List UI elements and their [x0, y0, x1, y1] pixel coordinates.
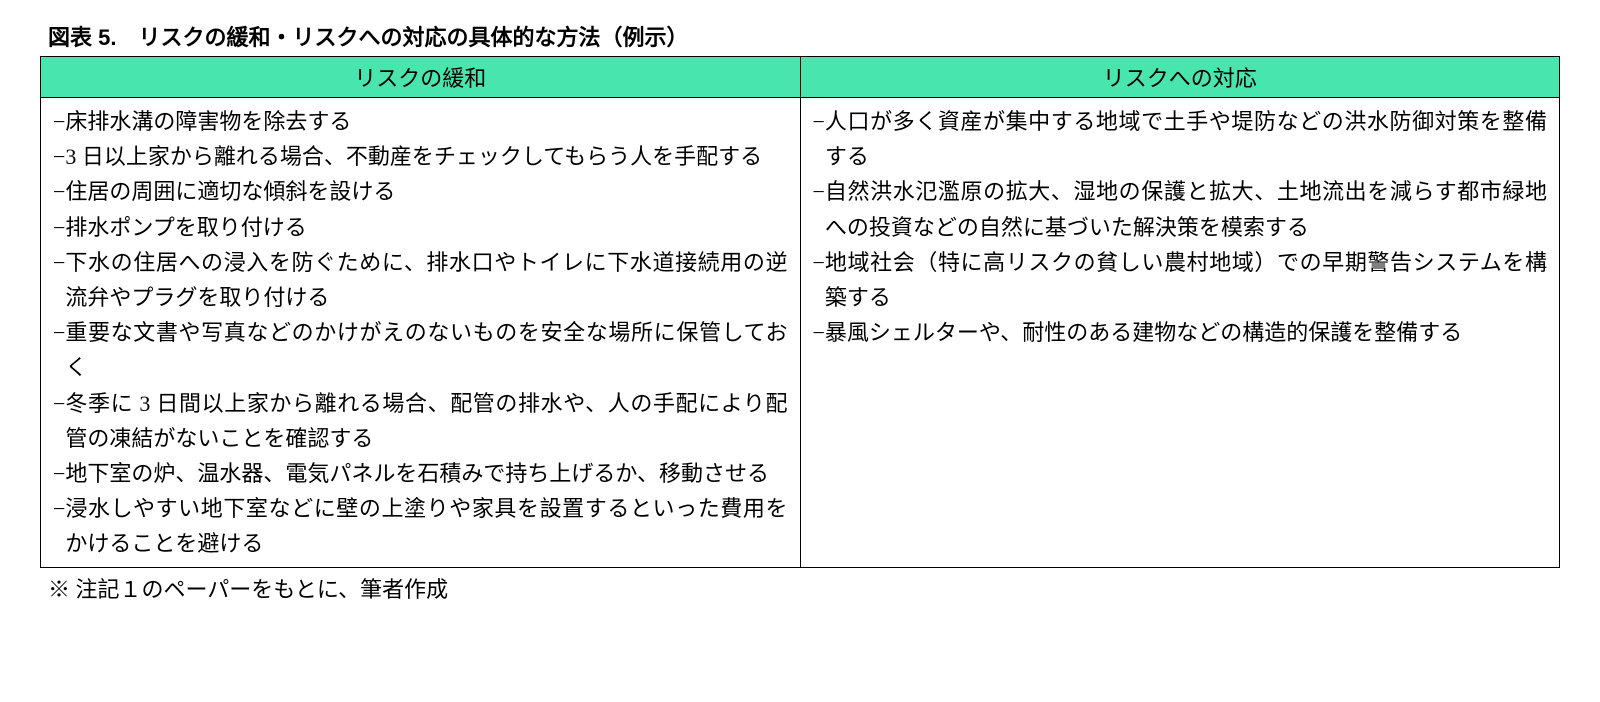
list-item: −住居の周囲に適切な傾斜を設ける [53, 174, 788, 209]
list-item-text: 浸水しやすい地下室などに壁の上塗りや家具を設置するといった費用をかけることを避け… [65, 491, 787, 561]
list-item-text: 地域社会（特に高リスクの貧しい農村地域）での早期警告システムを構築する [825, 245, 1547, 315]
list-item-text: 排水ポンプを取り付ける [65, 210, 306, 245]
column-header-response: リスクへの対応 [800, 57, 1560, 98]
list-item: −人口が多く資産が集中する地域で土手や堤防などの洪水防御対策を整備する [813, 104, 1548, 174]
list-item-text: 冬季に 3 日間以上家から離れる場合、配管の排水や、人の手配により配管の凍結がな… [65, 386, 787, 456]
list-item: −重要な文書や写真などのかけがえのないものを安全な場所に保管しておく [53, 315, 788, 385]
dash-icon: − [53, 315, 65, 350]
list-item: −3 日以上家から離れる場合、不動産をチェックしてもらう人を手配する [53, 139, 788, 174]
list-item: −冬季に 3 日間以上家から離れる場合、配管の排水や、人の手配により配管の凍結が… [53, 386, 788, 456]
response-cell: −人口が多く資産が集中する地域で土手や堤防などの洪水防御対策を整備する−自然洪水… [800, 98, 1560, 568]
list-item-text: 地下室の炉、温水器、電気パネルを石積みで持ち上げるか、移動させる [65, 456, 769, 491]
dash-icon: − [53, 245, 65, 280]
list-item-text: 人口が多く資産が集中する地域で土手や堤防などの洪水防御対策を整備する [825, 104, 1547, 174]
risk-methods-table: リスクの緩和 リスクへの対応 −床排水溝の障害物を除去する−3 日以上家から離れ… [40, 56, 1560, 568]
table-footnote: ※ 注記１のペーパーをもとに、筆者作成 [40, 572, 1560, 604]
list-item: −地下室の炉、温水器、電気パネルを石積みで持ち上げるか、移動させる [53, 456, 788, 491]
dash-icon: − [53, 104, 65, 139]
mitigation-cell: −床排水溝の障害物を除去する−3 日以上家から離れる場合、不動産をチェックしても… [41, 98, 801, 568]
list-item-text: 3 日以上家から離れる場合、不動産をチェックしてもらう人を手配する [65, 139, 762, 174]
list-item: −地域社会（特に高リスクの貧しい農村地域）での早期警告システムを構築する [813, 245, 1548, 315]
list-item: −浸水しやすい地下室などに壁の上塗りや家具を設置するといった費用をかけることを避… [53, 491, 788, 561]
dash-icon: − [53, 210, 65, 245]
list-item: −下水の住居への浸入を防ぐために、排水口やトイレに下水道接続用の逆流弁やプラグを… [53, 245, 788, 315]
dash-icon: − [813, 315, 825, 350]
table-title: 図表 5. リスクの緩和・リスクへの対応の具体的な方法（例示） [40, 20, 1560, 52]
dash-icon: − [53, 174, 65, 209]
column-header-mitigation: リスクの緩和 [41, 57, 801, 98]
list-item: −床排水溝の障害物を除去する [53, 104, 788, 139]
list-item: −暴風シェルターや、耐性のある建物などの構造的保護を整備する [813, 315, 1548, 350]
table-row: −床排水溝の障害物を除去する−3 日以上家から離れる場合、不動産をチェックしても… [41, 98, 1560, 568]
dash-icon: − [53, 139, 65, 174]
dash-icon: − [53, 386, 65, 421]
list-item-text: 床排水溝の障害物を除去する [65, 104, 351, 139]
dash-icon: − [813, 104, 825, 139]
dash-icon: − [53, 456, 65, 491]
list-item-text: 住居の周囲に適切な傾斜を設ける [65, 174, 395, 209]
dash-icon: − [813, 174, 825, 209]
dash-icon: − [813, 245, 825, 280]
list-item-text: 重要な文書や写真などのかけがえのないものを安全な場所に保管しておく [65, 315, 787, 385]
list-item: −自然洪水氾濫原の拡大、湿地の保護と拡大、土地流出を減らす都市緑地への投資などの… [813, 174, 1548, 244]
list-item: −排水ポンプを取り付ける [53, 210, 788, 245]
list-item-text: 暴風シェルターや、耐性のある建物などの構造的保護を整備する [825, 315, 1462, 350]
dash-icon: − [53, 491, 65, 526]
list-item-text: 下水の住居への浸入を防ぐために、排水口やトイレに下水道接続用の逆流弁やプラグを取… [65, 245, 787, 315]
list-item-text: 自然洪水氾濫原の拡大、湿地の保護と拡大、土地流出を減らす都市緑地への投資などの自… [825, 174, 1547, 244]
